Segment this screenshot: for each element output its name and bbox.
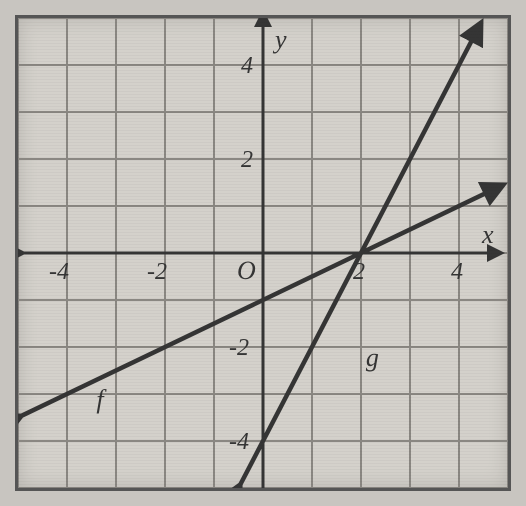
y-tick-label: 2 xyxy=(241,147,253,173)
y-tick-label: -4 xyxy=(229,429,249,455)
origin-label: O xyxy=(237,256,256,285)
y-axis-label: y xyxy=(272,25,287,54)
line-label-g: g xyxy=(366,343,379,372)
x-axis-label: x xyxy=(481,220,494,249)
x-tick-label: -4 xyxy=(49,259,69,285)
x-tick-label: -2 xyxy=(147,259,167,285)
y-tick-label: -2 xyxy=(229,335,249,361)
graph-frame: -4-224-4-224yxOfg xyxy=(15,15,511,491)
line-label-f: f xyxy=(96,385,107,414)
x-tick-label: 4 xyxy=(451,259,463,285)
coordinate-plane: -4-224-4-224yxOfg xyxy=(18,18,508,488)
y-tick-label: 4 xyxy=(241,53,253,79)
